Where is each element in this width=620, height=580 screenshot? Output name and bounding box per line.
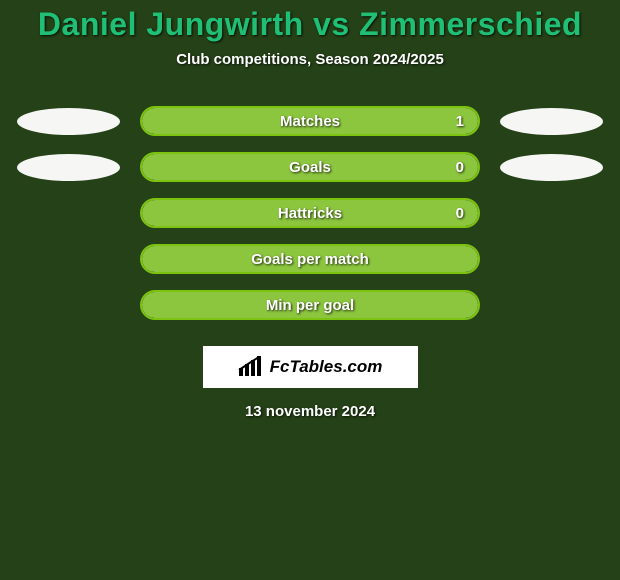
stat-value: 0 [456,205,464,222]
stat-row: Hattricks 0 [0,190,620,236]
stat-bar: Matches 1 [140,106,480,136]
stat-label: Goals per match [142,251,478,268]
chart-icon [238,356,264,378]
stat-bar: Goals 0 [140,152,480,182]
stat-value: 0 [456,159,464,176]
stat-label: Matches [142,113,478,130]
stats-container: Matches 1 Goals 0 Hattricks [0,98,620,328]
stat-bar: Goals per match [140,244,480,274]
stat-label: Min per goal [142,297,478,314]
stat-bar-text: Goals 0 [142,154,478,180]
stat-row: Goals per match [0,236,620,282]
stat-bar: Hattricks 0 [140,198,480,228]
page-title: Daniel Jungwirth vs Zimmerschied [0,0,620,43]
left-oval [17,108,120,135]
stat-row: Matches 1 [0,98,620,144]
stat-label: Hattricks [142,205,478,222]
right-oval [500,154,603,181]
stat-value: 1 [456,113,464,130]
page-subtitle: Club competitions, Season 2024/2025 [0,51,620,68]
brand-badge: FcTables.com [203,346,418,388]
stat-row: Min per goal [0,282,620,328]
stat-row: Goals 0 [0,144,620,190]
stat-label: Goals [142,159,478,176]
stat-bar-text: Hattricks 0 [142,200,478,226]
right-oval [500,108,603,135]
stat-bar: Min per goal [140,290,480,320]
date-line: 13 november 2024 [0,403,620,420]
comparison-card: Daniel Jungwirth vs Zimmerschied Club co… [0,0,620,580]
stat-bar-text: Matches 1 [142,108,478,134]
left-oval [17,154,120,181]
stat-bar-text: Goals per match [142,246,478,272]
brand-label: FcTables.com [270,357,383,377]
stat-bar-text: Min per goal [142,292,478,318]
